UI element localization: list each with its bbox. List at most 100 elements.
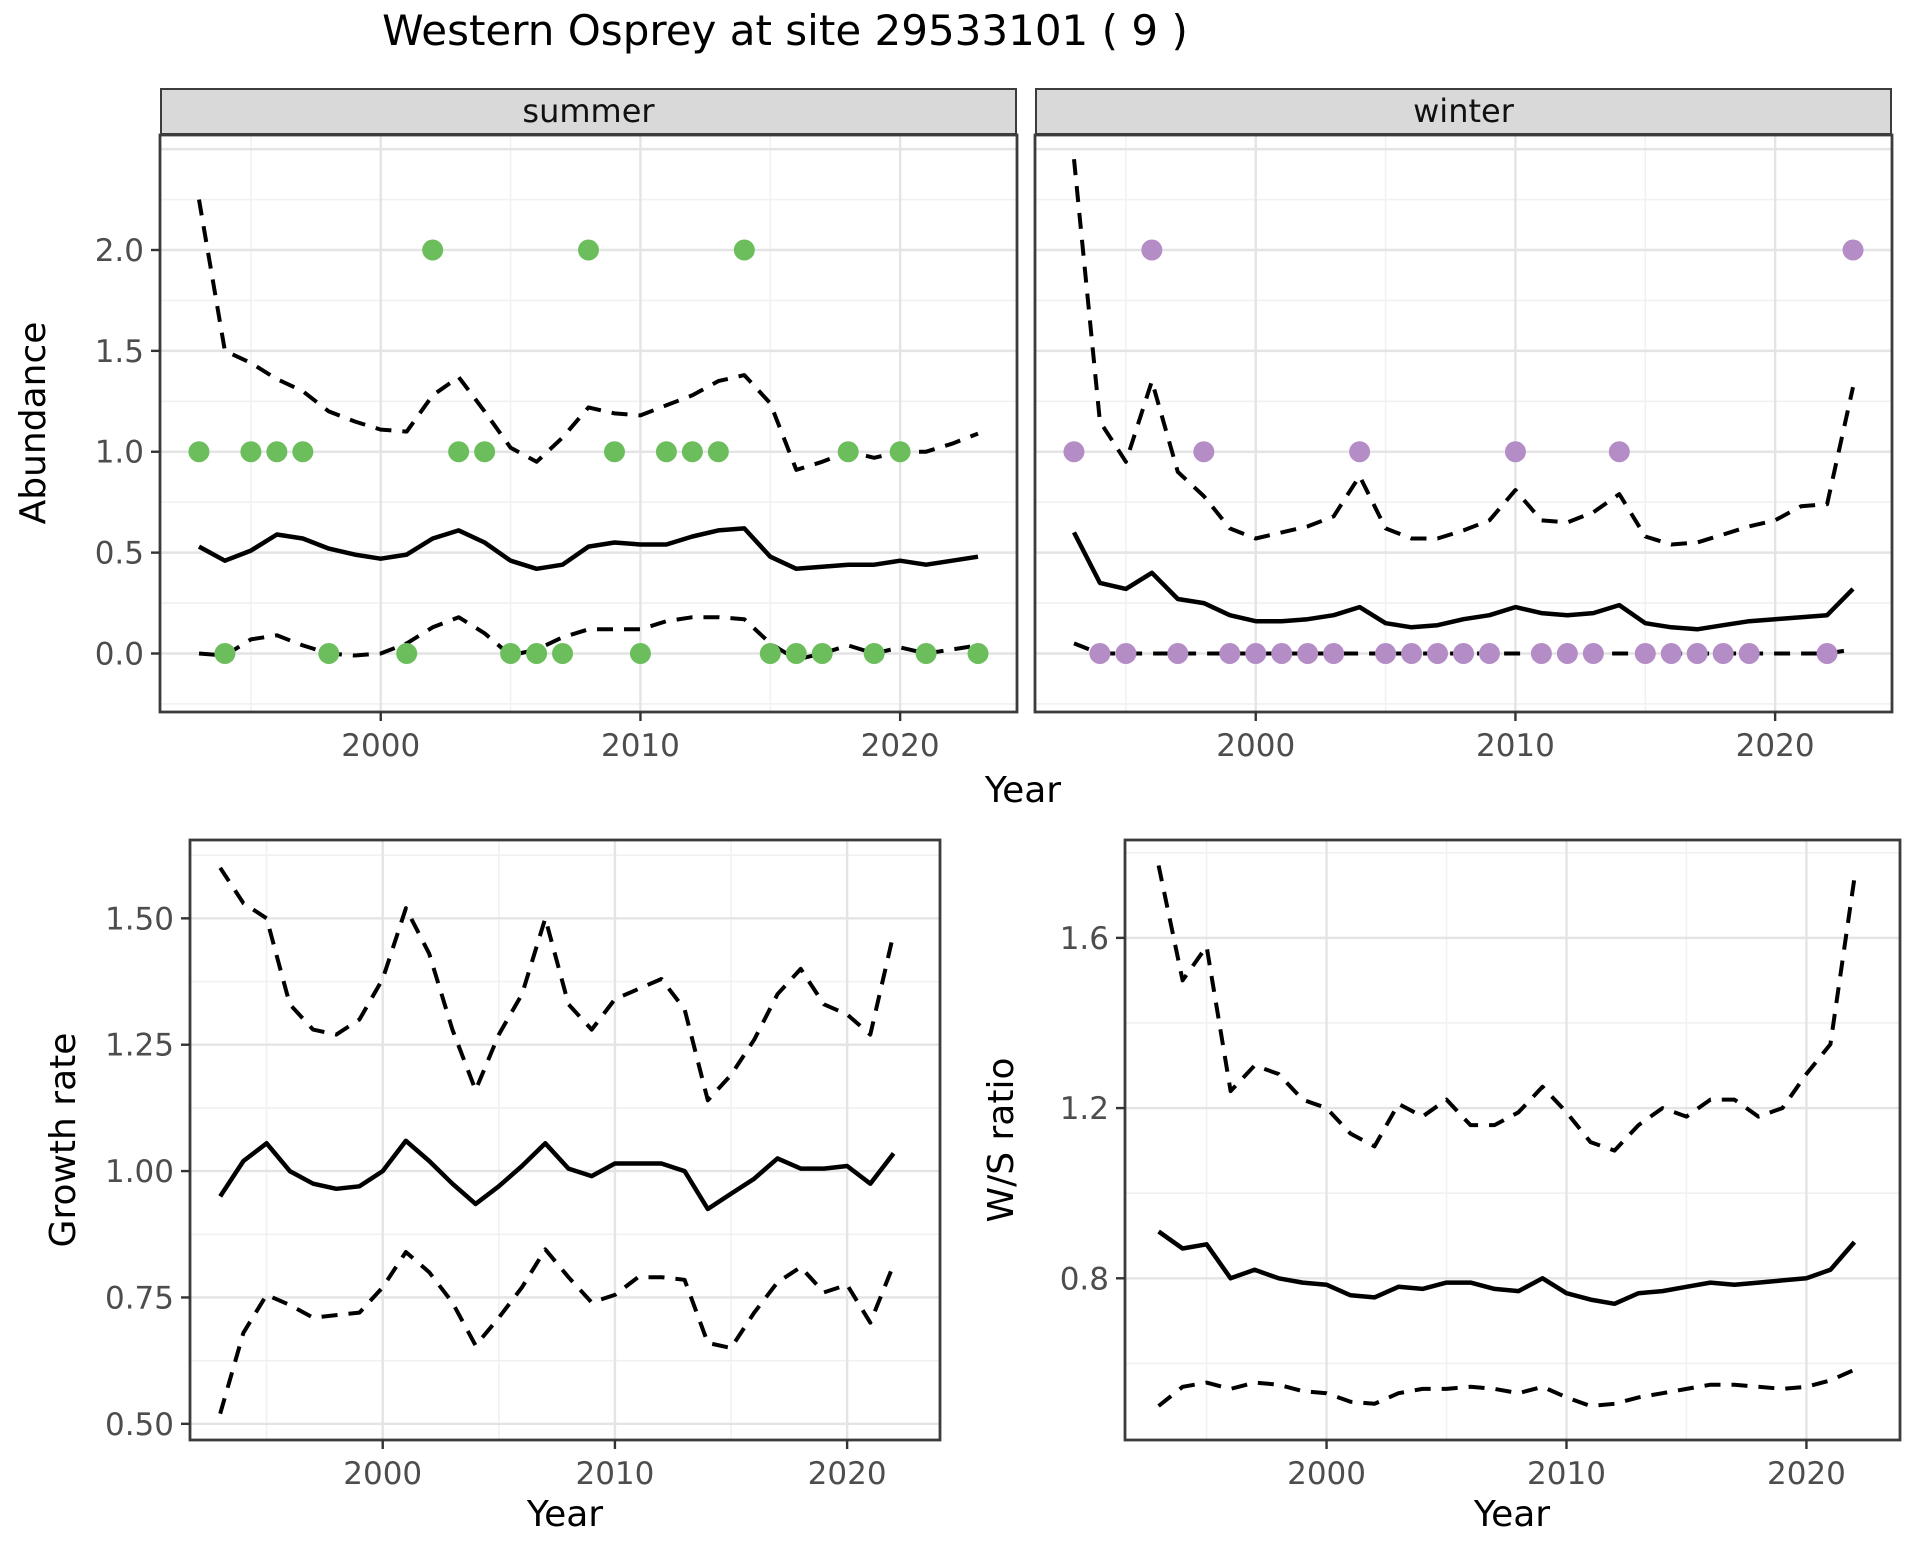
data-point [811,642,833,664]
y-tick-label: 0.75 [105,1280,174,1316]
data-point [1115,642,1137,664]
series-abundance-summer-median [197,526,979,572]
data-point [1608,441,1630,463]
data-point [500,642,522,664]
data-point [863,642,885,664]
data-point [422,239,444,261]
series-ws-ratio-upper_ci [1156,865,1857,1153]
panel-growth-rate: 2000 2010 2020 0.50 0.75 1.00 1.25 1.50 [105,838,942,1492]
y-axis-label-ws-ratio: W/S ratio [981,1057,1022,1223]
data-point [188,441,210,463]
panel-abundance-winter: 2000 2010 2020 [1033,133,1894,764]
data-point [292,441,314,463]
facet-strip-winter: winter [1035,88,1892,135]
data-point [448,441,470,463]
data-point [1323,642,1345,664]
data-point [1660,642,1682,664]
data-point [967,642,989,664]
data-point [266,441,288,463]
data-point [1453,642,1474,664]
data-point [1219,642,1241,664]
data-point [1089,642,1111,664]
data-point [1193,441,1215,463]
data-point [396,642,418,664]
y-tick-label: 1.00 [105,1154,174,1190]
x-tick-label: 2020 [1767,1456,1846,1492]
x-tick-label: 2010 [601,728,680,764]
data-point [318,642,340,664]
data-point [1401,642,1423,664]
y-tick-label: 1.25 [105,1028,174,1064]
x-axis-label-year-ratio: Year [1473,1494,1551,1535]
y-tick-label: 0.8 [1060,1261,1109,1297]
x-tick-label: 2020 [861,728,940,764]
data-point [474,441,496,463]
data-point [1634,642,1656,664]
data-point [1141,239,1163,261]
series-growth-rate-upper_ci [218,866,896,1103]
data-point [629,642,651,664]
data-point [1686,642,1708,664]
data-point [837,441,859,463]
x-tick-label: 2010 [1476,728,1555,764]
data-point [1530,642,1552,664]
data-point [1297,642,1319,664]
data-point [552,642,574,664]
panel-ws-ratio: 2000 2010 2020 0.8 1.2 1.6 [1060,838,1902,1492]
x-tick-label: 2000 [343,1456,422,1492]
data-point [1816,642,1838,664]
data-point [1375,642,1397,664]
chart-title: Western Osprey at site 29533101 ( 9 ) [382,6,1188,55]
data-point [681,441,703,463]
data-point [1738,642,1760,664]
y-tick-label: 0.50 [105,1407,174,1443]
data-point [785,642,807,664]
x-tick-label: 2020 [1736,728,1815,764]
data-point [526,642,548,664]
facet-strip-summer: summer [160,88,1017,135]
y-axis-label-abundance: Abundance [13,321,54,525]
data-point [1245,642,1267,664]
data-point [1349,441,1371,463]
data-point [1063,441,1085,463]
x-tick-label: 2020 [808,1456,887,1492]
data-point [1556,642,1578,664]
data-point [1478,642,1500,664]
data-point [240,441,262,463]
data-point [603,441,625,463]
x-tick-label: 2000 [341,728,420,764]
x-axis-label-year-growth: Year [526,1494,604,1535]
data-point [1504,441,1526,463]
series-abundance-winter-median [1071,531,1855,632]
series-growth-rate-lower_ci [218,1247,896,1415]
series-growth-rate-median [218,1138,896,1212]
data-point [655,441,677,463]
y-tick-label: 1.6 [1060,921,1109,957]
y-tick-label: 0.0 [95,636,144,672]
series-abundance-winter-upper_ci [1072,159,1855,547]
data-point [1167,642,1189,664]
data-point [915,642,937,664]
data-point [889,441,911,463]
y-tick-label: 2.0 [95,233,144,269]
data-point [759,642,781,664]
data-point [1582,642,1604,664]
x-tick-label: 2010 [575,1456,654,1492]
x-tick-label: 2010 [1527,1456,1606,1492]
y-tick-label: 0.5 [95,536,144,572]
x-axis-label-year-top: Year [984,770,1062,811]
panel-abundance-summer: 2000 2010 2020 0.0 0.5 1.0 1.5 2.0 [95,133,1019,764]
y-tick-label: 1.0 [95,435,144,471]
data-point [733,239,755,261]
data-point [214,642,236,664]
data-point [1712,642,1734,664]
data-point [1271,642,1293,664]
data-point [1842,239,1864,261]
y-tick-label: 1.50 [105,901,174,937]
data-point [1427,642,1449,664]
data-point [707,441,729,463]
series-ws-ratio-lower_ci [1157,1367,1856,1408]
x-tick-label: 2000 [1216,728,1295,764]
